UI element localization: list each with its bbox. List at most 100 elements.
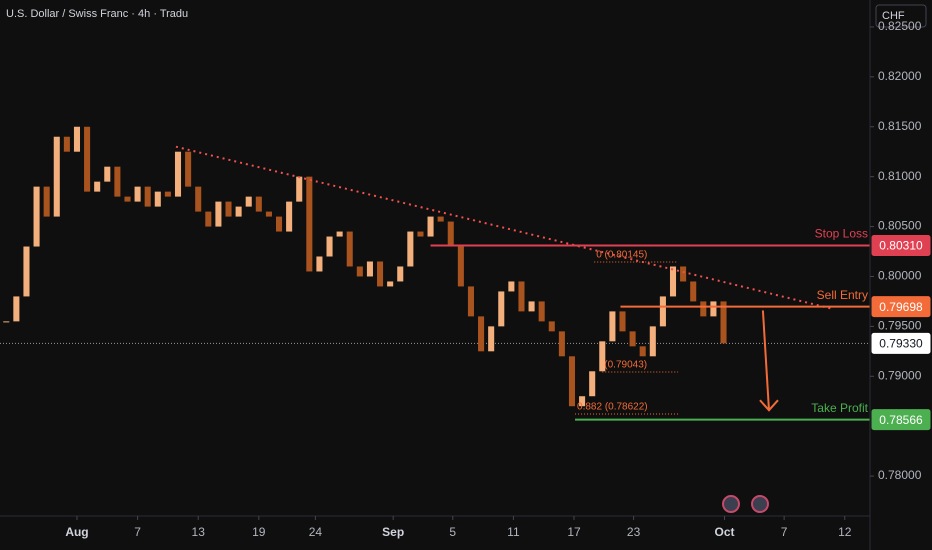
candle-body: [690, 281, 697, 302]
candle-body: [124, 196, 131, 202]
candle-body: [437, 216, 444, 222]
candle-body: [548, 321, 555, 332]
level-price-label: 0.80310: [879, 239, 923, 253]
candle-body: [235, 206, 242, 217]
x-tick-label: 7: [781, 525, 788, 539]
x-tick-label: 7: [134, 525, 141, 539]
trend-line: [175, 145, 831, 310]
candle-body: [467, 286, 474, 317]
candle-body: [427, 216, 434, 237]
candle-body: [680, 266, 687, 282]
candle-body: [73, 126, 81, 152]
candle-body: [407, 231, 414, 267]
y-tick-label: 0.81500: [878, 119, 922, 133]
candle-body: [33, 186, 40, 247]
level-name: Stop Loss: [815, 227, 868, 241]
level-price-label: 0.79698: [879, 300, 923, 314]
candle-body: [245, 196, 252, 207]
candle-body: [609, 311, 616, 342]
x-tick-label: 23: [627, 525, 641, 539]
candle-body: [215, 201, 222, 227]
x-tick-label: 11: [507, 525, 520, 539]
x-tick-label: 5: [449, 525, 456, 539]
x-tick-label: Oct: [715, 525, 735, 539]
candle-body: [478, 316, 485, 352]
current-price-box: [871, 332, 931, 354]
candle-body: [3, 321, 10, 323]
candle-body: [700, 301, 707, 317]
candle-body: [528, 301, 535, 312]
event-icons: [722, 495, 769, 513]
candle-body: [518, 281, 525, 312]
currency-button[interactable]: [875, 4, 927, 28]
y-tick-label: 0.78000: [878, 468, 922, 482]
candle-body: [710, 301, 717, 317]
candle-body: [326, 236, 333, 257]
candle-body: [457, 246, 464, 287]
x-tick-label: 19: [252, 525, 266, 539]
candle-body: [346, 231, 353, 267]
candle-body: [508, 281, 515, 292]
fib-label: 0 (0.80145): [596, 250, 647, 261]
candle-body: [629, 331, 636, 347]
candle-body: [397, 266, 404, 282]
candle-body: [195, 186, 202, 212]
candle-body: [114, 166, 121, 197]
x-tick-label: 17: [567, 525, 581, 539]
level-name: Take Profit: [811, 401, 868, 415]
arrow-head: [759, 399, 779, 412]
candle-body: [366, 261, 373, 277]
candle-body: [498, 291, 505, 327]
candle-body: [104, 166, 111, 182]
candle-body: [316, 256, 323, 272]
candle-body: [669, 266, 677, 297]
candle-body: [649, 326, 656, 357]
candle-body: [639, 346, 646, 357]
y-tick-label: 0.79500: [878, 319, 922, 333]
chart-title: U.S. Dollar / Swiss Franc · 4h · Tradu: [6, 8, 188, 20]
candle-body: [447, 221, 454, 247]
event-icon[interactable]: [722, 495, 740, 513]
candle-body: [275, 216, 283, 232]
candle-body: [589, 371, 596, 397]
candle-body: [286, 201, 293, 232]
x-tick-label: Aug: [65, 525, 88, 539]
candle-body: [488, 326, 495, 352]
candle-body: [558, 331, 565, 357]
candle-body: [154, 191, 161, 207]
level-price-label: 0.78566: [879, 413, 923, 427]
candle-body: [356, 266, 363, 277]
candle-body: [185, 151, 192, 187]
x-tick-label: 13: [192, 525, 206, 539]
fib-label: 0.882 (0.78622): [577, 402, 648, 413]
y-tick-label: 0.82500: [878, 19, 922, 33]
candle-body: [579, 396, 586, 407]
candle-body: [377, 261, 384, 287]
candle-body: [336, 231, 343, 237]
candle-body: [265, 211, 272, 217]
currency-label: CHF: [882, 10, 905, 22]
y-tick-label: 0.81000: [878, 169, 922, 183]
candle-body: [387, 281, 394, 287]
level-price-box: [871, 296, 931, 318]
y-tick-label: 0.79000: [878, 368, 922, 382]
candle-body: [84, 126, 91, 192]
candle-body: [134, 186, 141, 202]
candle-body: [255, 196, 262, 212]
candle-body: [538, 301, 545, 322]
candle-body: [659, 296, 666, 327]
level-price-box: [871, 235, 931, 257]
candle-body: [306, 176, 313, 272]
candle-body: [94, 181, 101, 192]
candle-body: [599, 341, 606, 372]
fib-label: (0.79043): [604, 360, 647, 371]
plot-area: 0 (0.80145) (0.79043) 0.882 (0.78622) Stop …: [0, 126, 870, 421]
event-icon[interactable]: [751, 495, 769, 513]
candle-body: [144, 186, 151, 207]
arrow-shaft: [761, 310, 770, 411]
level-price-box: [871, 409, 931, 431]
x-tick-label: Sep: [382, 525, 404, 539]
candle-body: [43, 186, 50, 217]
